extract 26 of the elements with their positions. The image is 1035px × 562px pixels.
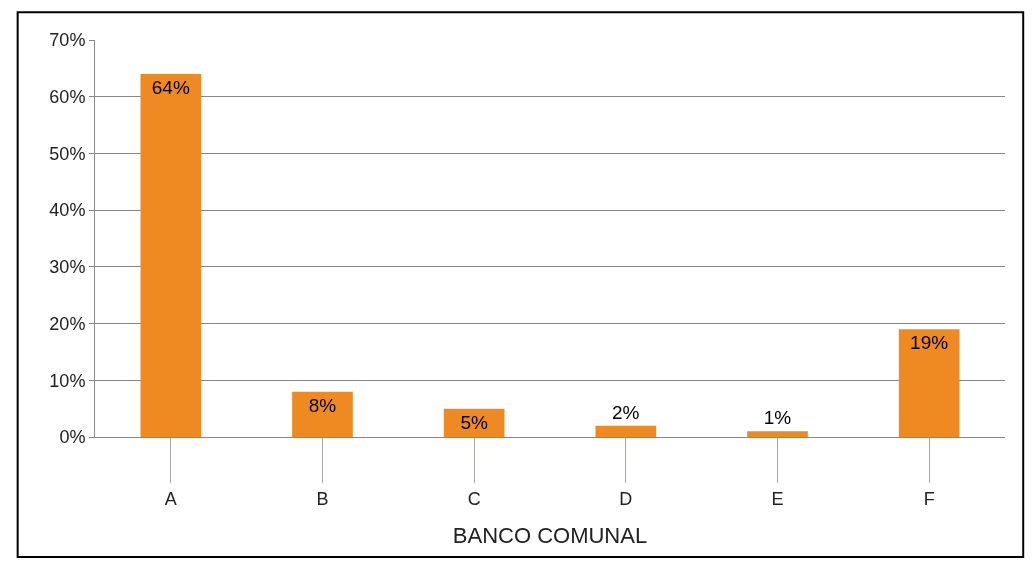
data-label: 5% [460, 411, 488, 433]
bar [898, 329, 960, 437]
data-label: 64% [151, 77, 190, 99]
x-axis-title: BANCO COMUNAL [452, 523, 648, 549]
y-tick-label: 30% [49, 257, 86, 278]
data-label: 19% [910, 332, 949, 354]
y-tick-label: 50% [49, 143, 86, 164]
y-tick-label: 10% [49, 370, 86, 391]
y-tick-label: 70% [49, 30, 86, 51]
bar [292, 391, 353, 437]
x-tick-label: E [771, 488, 784, 509]
data-label: 2% [612, 401, 640, 423]
bar [747, 431, 808, 437]
y-tick-label: 0% [59, 427, 86, 448]
y-tick-label: 20% [49, 313, 86, 334]
data-label: 1% [763, 407, 792, 429]
bar [140, 74, 202, 437]
x-tick-label: C [467, 488, 481, 509]
y-tick-label: 60% [49, 87, 86, 108]
bar [595, 425, 657, 437]
data-label: 8% [308, 394, 337, 416]
x-tick-label: B [316, 488, 329, 509]
x-tick-label: A [164, 488, 177, 509]
y-tick-label: 40% [49, 200, 86, 221]
x-tick-label: F [923, 488, 935, 509]
x-tick-label: D [619, 488, 633, 509]
